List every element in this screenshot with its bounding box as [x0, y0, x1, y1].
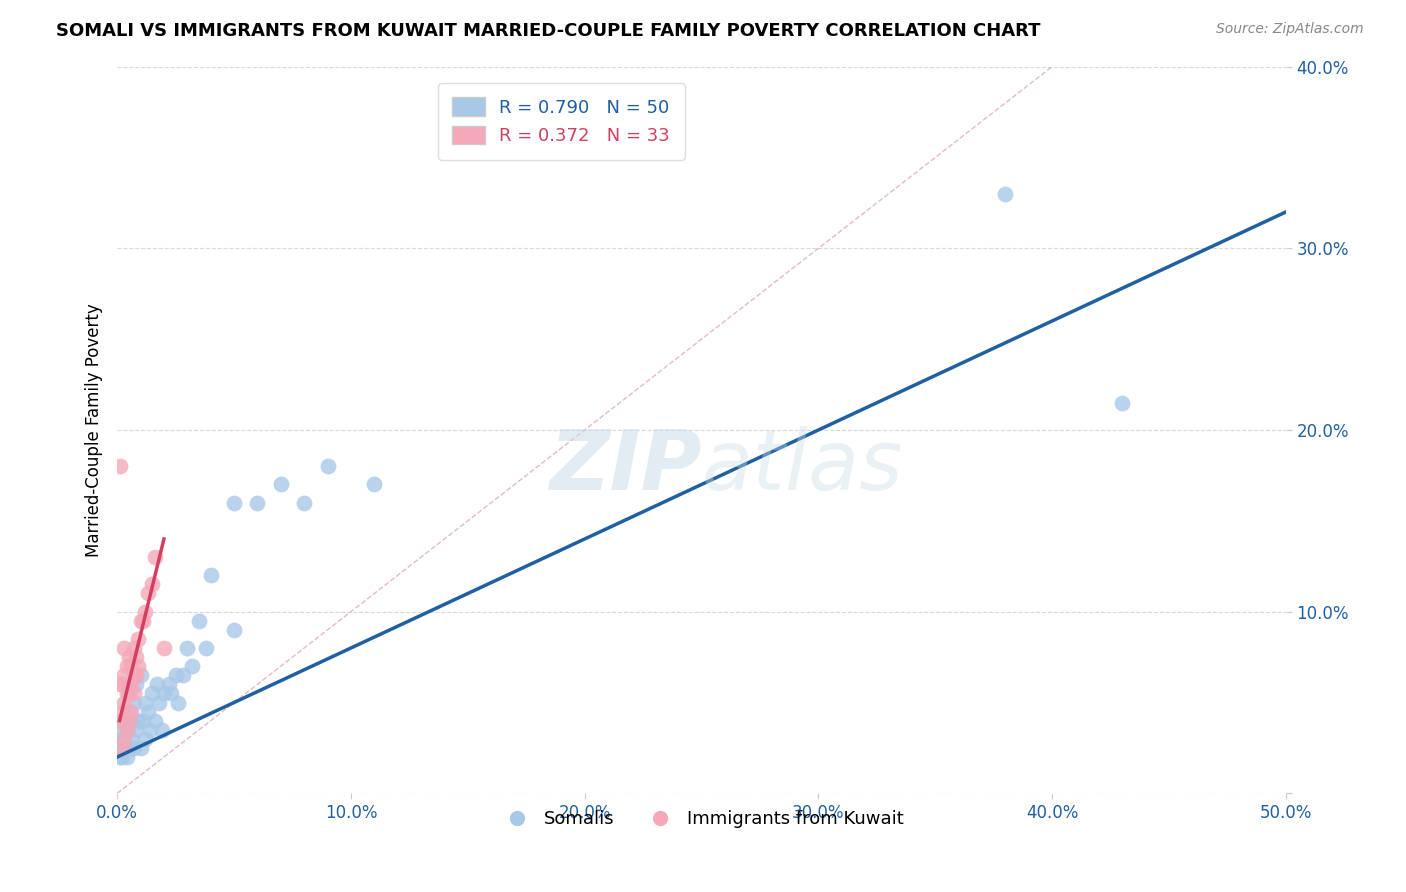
Point — [222, 623, 245, 637]
Point — [122, 686, 145, 700]
Point — [292, 496, 315, 510]
Point — [141, 577, 163, 591]
Point — [246, 496, 269, 510]
Point — [118, 677, 141, 691]
Point — [120, 714, 142, 728]
Point — [125, 723, 148, 737]
Point — [120, 705, 142, 719]
Point — [118, 740, 141, 755]
Point — [160, 686, 183, 700]
Point — [1111, 395, 1133, 409]
Point — [132, 714, 155, 728]
Point — [172, 668, 194, 682]
Point — [125, 677, 148, 691]
Point — [115, 659, 138, 673]
Point — [122, 696, 145, 710]
Text: ZIP: ZIP — [548, 425, 702, 507]
Legend: Somalis, Immigrants from Kuwait: Somalis, Immigrants from Kuwait — [492, 803, 911, 835]
Point — [112, 668, 135, 682]
Point — [115, 723, 138, 737]
Point — [127, 714, 149, 728]
Point — [115, 686, 138, 700]
Point — [167, 696, 190, 710]
Point — [120, 659, 142, 673]
Point — [132, 614, 155, 628]
Point — [141, 686, 163, 700]
Point — [108, 723, 131, 737]
Text: SOMALI VS IMMIGRANTS FROM KUWAIT MARRIED-COUPLE FAMILY POVERTY CORRELATION CHART: SOMALI VS IMMIGRANTS FROM KUWAIT MARRIED… — [56, 22, 1040, 40]
Point — [125, 668, 148, 682]
Point — [129, 668, 152, 682]
Point — [157, 677, 180, 691]
Point — [127, 659, 149, 673]
Point — [120, 677, 142, 691]
Point — [112, 740, 135, 755]
Point — [153, 640, 176, 655]
Point — [188, 614, 211, 628]
Point — [112, 731, 135, 746]
Point — [120, 731, 142, 746]
Point — [118, 686, 141, 700]
Point — [363, 477, 385, 491]
Point — [139, 723, 162, 737]
Point — [316, 459, 339, 474]
Point — [222, 496, 245, 510]
Point — [127, 632, 149, 646]
Point — [136, 705, 159, 719]
Point — [148, 696, 170, 710]
Point — [270, 477, 292, 491]
Point — [129, 740, 152, 755]
Point — [143, 714, 166, 728]
Point — [118, 650, 141, 665]
Point — [122, 668, 145, 682]
Point — [134, 696, 156, 710]
Point — [111, 750, 134, 764]
Point — [118, 714, 141, 728]
Y-axis label: Married-Couple Family Poverty: Married-Couple Family Poverty — [86, 303, 103, 557]
Point — [122, 640, 145, 655]
Point — [111, 705, 134, 719]
Point — [150, 723, 173, 737]
Point — [136, 586, 159, 600]
Point — [134, 731, 156, 746]
Point — [200, 568, 222, 582]
Text: Source: ZipAtlas.com: Source: ZipAtlas.com — [1216, 22, 1364, 37]
Point — [146, 677, 169, 691]
Point — [112, 696, 135, 710]
Point — [111, 731, 134, 746]
Text: atlas: atlas — [702, 425, 903, 507]
Point — [111, 677, 134, 691]
Point — [108, 714, 131, 728]
Point — [129, 614, 152, 628]
Point — [125, 650, 148, 665]
Point — [181, 659, 204, 673]
Point — [134, 605, 156, 619]
Point — [118, 705, 141, 719]
Point — [108, 750, 131, 764]
Point — [195, 640, 218, 655]
Point — [153, 686, 176, 700]
Point — [122, 740, 145, 755]
Point — [994, 186, 1017, 201]
Point — [115, 750, 138, 764]
Point — [165, 668, 187, 682]
Point — [176, 640, 198, 655]
Point — [115, 723, 138, 737]
Point — [112, 714, 135, 728]
Point — [143, 550, 166, 565]
Point — [112, 640, 135, 655]
Point — [108, 459, 131, 474]
Point — [111, 740, 134, 755]
Point — [108, 677, 131, 691]
